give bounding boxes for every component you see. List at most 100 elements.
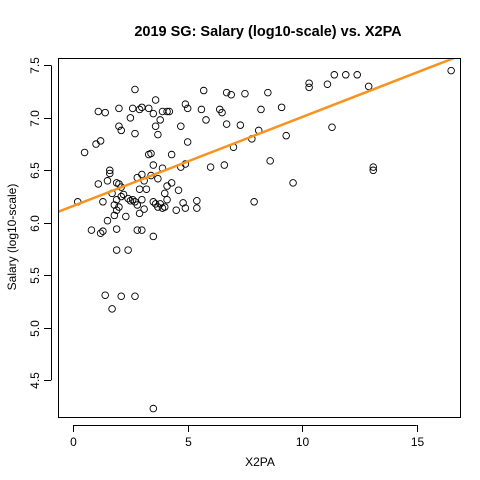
x-tick-label-1: 5 [185,435,192,449]
data-point-82 [163,195,171,204]
data-point-119 [289,179,297,187]
data-point-60 [147,149,155,158]
plot-frame [58,58,461,418]
data-point-5 [94,180,103,188]
data-point-24 [112,246,121,254]
data-point-107 [227,90,235,99]
x-axis: 0 5 10 15 [70,425,424,449]
y-axis: 4.5 5.0 5.5 6.0 6.5 7.0 7.5 [28,57,52,389]
data-point-37 [126,114,135,122]
data-point-18 [110,201,119,209]
data-point-78 [161,189,169,198]
data-point-84 [167,150,176,159]
data-point-1 [80,148,89,157]
x-tick-label-0: 0 [70,435,77,449]
data-point-16 [108,305,116,313]
data-point-125 [342,71,350,79]
data-point-93 [181,204,190,212]
data-point-42 [131,129,139,138]
y-axis-label: Salary (log10-scale) [5,184,19,291]
data-point-8 [99,198,107,206]
data-point-114 [257,105,265,114]
regression-line [58,58,458,214]
data-point-122 [323,80,332,88]
data-point-32 [117,292,125,301]
regression-line-layer [58,58,458,214]
data-point-99 [199,86,208,95]
data-point-87 [174,186,183,194]
data-point-115 [264,88,272,97]
data-point-19 [110,211,119,220]
x-tick-label-2: 10 [296,435,310,449]
data-point-110 [241,89,249,98]
data-point-41 [131,85,139,94]
data-point-126 [353,71,361,79]
data-point-23 [112,225,121,233]
data-point-28 [115,122,123,130]
data-point-90 [179,199,187,207]
data-point-100 [202,116,210,124]
data-point-120 [305,79,313,87]
data-point-15 [106,169,114,178]
data-point-27 [115,104,123,113]
y-tick-label-6: 7.5 [28,57,42,74]
data-point-79 [161,203,169,211]
data-point-6 [96,137,105,145]
data-point-73 [156,116,164,124]
data-point-85 [167,179,176,187]
data-point-68 [151,122,160,130]
data-point-104 [220,161,229,169]
data-point-7 [96,229,105,238]
data-point-35 [124,194,132,203]
data-point-10 [101,108,109,117]
data-point-127 [364,82,373,91]
y-tick-label-1: 5.0 [28,320,42,337]
y-tick-label-4: 6.5 [28,162,42,179]
y-tick-label-5: 7.0 [28,110,42,127]
data-point-86 [172,206,180,214]
data-point-128 [369,163,378,171]
data-point-112 [250,198,258,206]
data-point-98 [197,105,206,114]
data-point-53 [138,195,146,204]
data-point-97 [193,204,201,212]
data-point-54 [138,226,146,234]
data-point-14 [106,166,114,175]
data-point-2 [87,226,96,234]
data-point-26 [115,203,123,211]
data-point-62 [149,109,158,118]
data-point-91 [181,100,190,108]
data-point-11 [101,291,109,299]
data-point-106 [222,88,231,97]
data-point-33 [119,190,128,199]
x-tick-label-3: 15 [411,435,425,449]
data-point-52 [138,170,146,179]
data-point-12 [103,177,112,185]
data-point-58 [144,104,153,113]
data-point-39 [128,195,137,204]
data-point-116 [266,157,274,165]
data-point-95 [183,104,192,113]
y-tick-label-2: 5.5 [28,267,42,284]
data-point-80 [163,107,171,116]
data-point-70 [154,130,162,139]
data-point-63 [149,161,158,169]
data-point-64 [149,198,158,206]
data-point-56 [140,205,148,213]
data-point-9 [99,227,107,235]
data-point-123 [328,123,336,132]
data-point-43 [131,292,139,301]
data-point-36 [124,246,132,254]
data-point-31 [117,192,125,201]
data-point-48 [135,105,144,114]
data-point-13 [103,216,112,225]
data-point-88 [177,122,185,130]
y-tick-label-0: 4.5 [28,372,42,389]
data-point-34 [122,212,130,221]
data-point-57 [142,185,151,193]
data-point-101 [206,163,215,171]
data-point-94 [183,138,192,146]
data-point-96 [193,196,201,205]
data-point-130 [447,66,455,75]
